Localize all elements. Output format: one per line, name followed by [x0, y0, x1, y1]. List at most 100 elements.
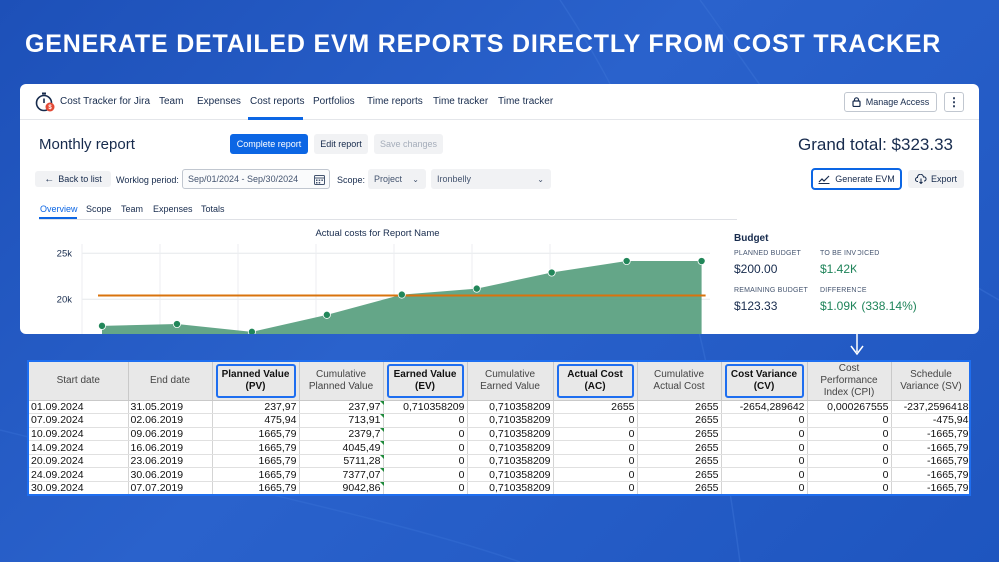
- table-cell[interactable]: 1665,79: [212, 440, 300, 455]
- table-cell[interactable]: 0: [721, 413, 808, 428]
- table-cell[interactable]: 16.06.2019: [128, 440, 213, 455]
- table-cell[interactable]: 0: [553, 454, 638, 469]
- table-cell[interactable]: 2655: [637, 440, 722, 455]
- table-cell[interactable]: 0: [553, 413, 638, 428]
- table-cell[interactable]: 09.06.2019: [128, 427, 213, 442]
- table-cell[interactable]: -1665,79: [891, 481, 969, 494]
- table-cell[interactable]: 237,97: [299, 400, 384, 415]
- tab-totals[interactable]: Totals: [201, 204, 225, 214]
- table-cell[interactable]: 0: [807, 440, 892, 455]
- table-cell[interactable]: -2654,289642: [721, 400, 808, 415]
- nav-team[interactable]: Team: [159, 96, 184, 107]
- table-cell[interactable]: 07.07.2019: [128, 481, 213, 494]
- table-cell[interactable]: 2379,7: [299, 427, 384, 442]
- generate-evm-button[interactable]: Generate EVM: [811, 168, 902, 190]
- manage-access-button[interactable]: Manage Access: [844, 92, 937, 112]
- table-cell[interactable]: 2655: [637, 454, 722, 469]
- table-cell[interactable]: 4045,49: [299, 440, 384, 455]
- worklog-period-input[interactable]: Sep/01/2024 - Sep/30/2024: [182, 169, 330, 189]
- table-cell[interactable]: 2655: [553, 400, 638, 415]
- scope-select[interactable]: Project ⌄: [368, 169, 426, 189]
- table-cell[interactable]: 30.06.2019: [128, 467, 213, 483]
- table-cell[interactable]: 2655: [637, 427, 722, 442]
- table-cell[interactable]: 0: [553, 481, 638, 494]
- table-cell[interactable]: 1665,79: [212, 427, 300, 442]
- tab-expenses[interactable]: Expenses: [153, 204, 193, 214]
- table-cell[interactable]: 0,710358209: [467, 427, 554, 442]
- nav-expenses[interactable]: Expenses: [197, 96, 241, 107]
- table-cell[interactable]: 0: [807, 427, 892, 442]
- table-cell[interactable]: 0,000267555: [807, 400, 892, 415]
- table-cell[interactable]: 713,91: [299, 413, 384, 428]
- table-cell[interactable]: 0: [383, 427, 468, 442]
- table-cell[interactable]: 0: [807, 413, 892, 428]
- table-cell[interactable]: -1665,79: [891, 427, 969, 442]
- table-cell[interactable]: 0: [553, 467, 638, 483]
- export-button[interactable]: Export: [908, 170, 964, 188]
- more-options-button[interactable]: ⋮: [944, 92, 964, 112]
- nav-time-reports[interactable]: Time reports: [367, 96, 423, 107]
- table-cell[interactable]: 0,710358209: [467, 413, 554, 428]
- table-cell[interactable]: 0,710358209: [467, 454, 554, 469]
- edit-report-button[interactable]: Edit report: [314, 134, 368, 154]
- table-cell[interactable]: 0: [553, 427, 638, 442]
- table-cell[interactable]: 0,710358209: [467, 481, 554, 494]
- project-select[interactable]: Ironbelly ⌄: [431, 169, 551, 189]
- table-cell[interactable]: 07.09.2024: [29, 413, 129, 428]
- table-cell[interactable]: 0: [807, 467, 892, 483]
- nav-time-tracker-2[interactable]: Time tracker: [498, 96, 554, 107]
- tab-scope[interactable]: Scope: [86, 204, 112, 214]
- table-cell[interactable]: 0: [383, 454, 468, 469]
- table-cell[interactable]: 237,97: [212, 400, 300, 415]
- complete-report-button[interactable]: Complete report: [230, 134, 308, 154]
- table-cell[interactable]: 1665,79: [212, 454, 300, 469]
- table-cell[interactable]: 9042,86: [299, 481, 384, 494]
- table-cell[interactable]: 475,94: [212, 413, 300, 428]
- table-cell[interactable]: 24.09.2024: [29, 467, 129, 483]
- table-cell[interactable]: 1665,79: [212, 467, 300, 483]
- table-cell[interactable]: 20.09.2024: [29, 454, 129, 469]
- table-cell[interactable]: 5711,28: [299, 454, 384, 469]
- table-cell[interactable]: 0: [721, 481, 808, 494]
- table-cell[interactable]: 30.09.2024: [29, 481, 129, 494]
- table-cell[interactable]: 0: [721, 454, 808, 469]
- table-cell[interactable]: 0: [807, 481, 892, 494]
- nav-portfolios[interactable]: Portfolios: [313, 96, 355, 107]
- table-cell[interactable]: 0: [721, 427, 808, 442]
- save-changes-button[interactable]: Save changes: [374, 134, 443, 154]
- table-cell[interactable]: 2655: [637, 481, 722, 494]
- table-cell[interactable]: 0,710358209: [467, 440, 554, 455]
- nav-time-tracker[interactable]: Time tracker: [433, 96, 489, 107]
- table-cell[interactable]: 10.09.2024: [29, 427, 129, 442]
- table-cell[interactable]: 23.06.2019: [128, 454, 213, 469]
- table-cell[interactable]: -1665,79: [891, 467, 969, 483]
- table-cell[interactable]: 0: [383, 481, 468, 494]
- table-cell[interactable]: 0: [721, 440, 808, 455]
- table-cell[interactable]: -1665,79: [891, 440, 969, 455]
- table-cell[interactable]: 01.09.2024: [29, 400, 129, 415]
- table-cell[interactable]: -237,2596418: [891, 400, 969, 415]
- table-cell[interactable]: 0,710358209: [383, 400, 468, 415]
- table-cell[interactable]: 2655: [637, 400, 722, 415]
- nav-cost-reports[interactable]: Cost reports: [250, 96, 305, 107]
- table-cell[interactable]: 2655: [637, 413, 722, 428]
- table-cell[interactable]: 0: [553, 440, 638, 455]
- table-cell[interactable]: 7377,07: [299, 467, 384, 483]
- table-cell[interactable]: 1665,79: [212, 481, 300, 494]
- table-cell[interactable]: 0: [383, 413, 468, 428]
- tab-overview[interactable]: Overview: [40, 204, 78, 214]
- table-cell[interactable]: -475,94: [891, 413, 969, 428]
- table-cell[interactable]: 0,710358209: [467, 467, 554, 483]
- back-to-list-button[interactable]: ← Back to list: [35, 171, 111, 187]
- table-cell[interactable]: 0,710358209: [467, 400, 554, 415]
- table-cell[interactable]: 0: [807, 454, 892, 469]
- tab-team[interactable]: Team: [121, 204, 144, 214]
- table-cell[interactable]: 31.05.2019: [128, 400, 213, 415]
- table-cell[interactable]: 2655: [637, 467, 722, 483]
- table-cell[interactable]: 14.09.2024: [29, 440, 129, 455]
- table-cell[interactable]: -1665,79: [891, 454, 969, 469]
- table-cell[interactable]: 0: [721, 467, 808, 483]
- table-cell[interactable]: 02.06.2019: [128, 413, 213, 428]
- table-cell[interactable]: 0: [383, 440, 468, 455]
- table-cell[interactable]: 0: [383, 467, 468, 483]
